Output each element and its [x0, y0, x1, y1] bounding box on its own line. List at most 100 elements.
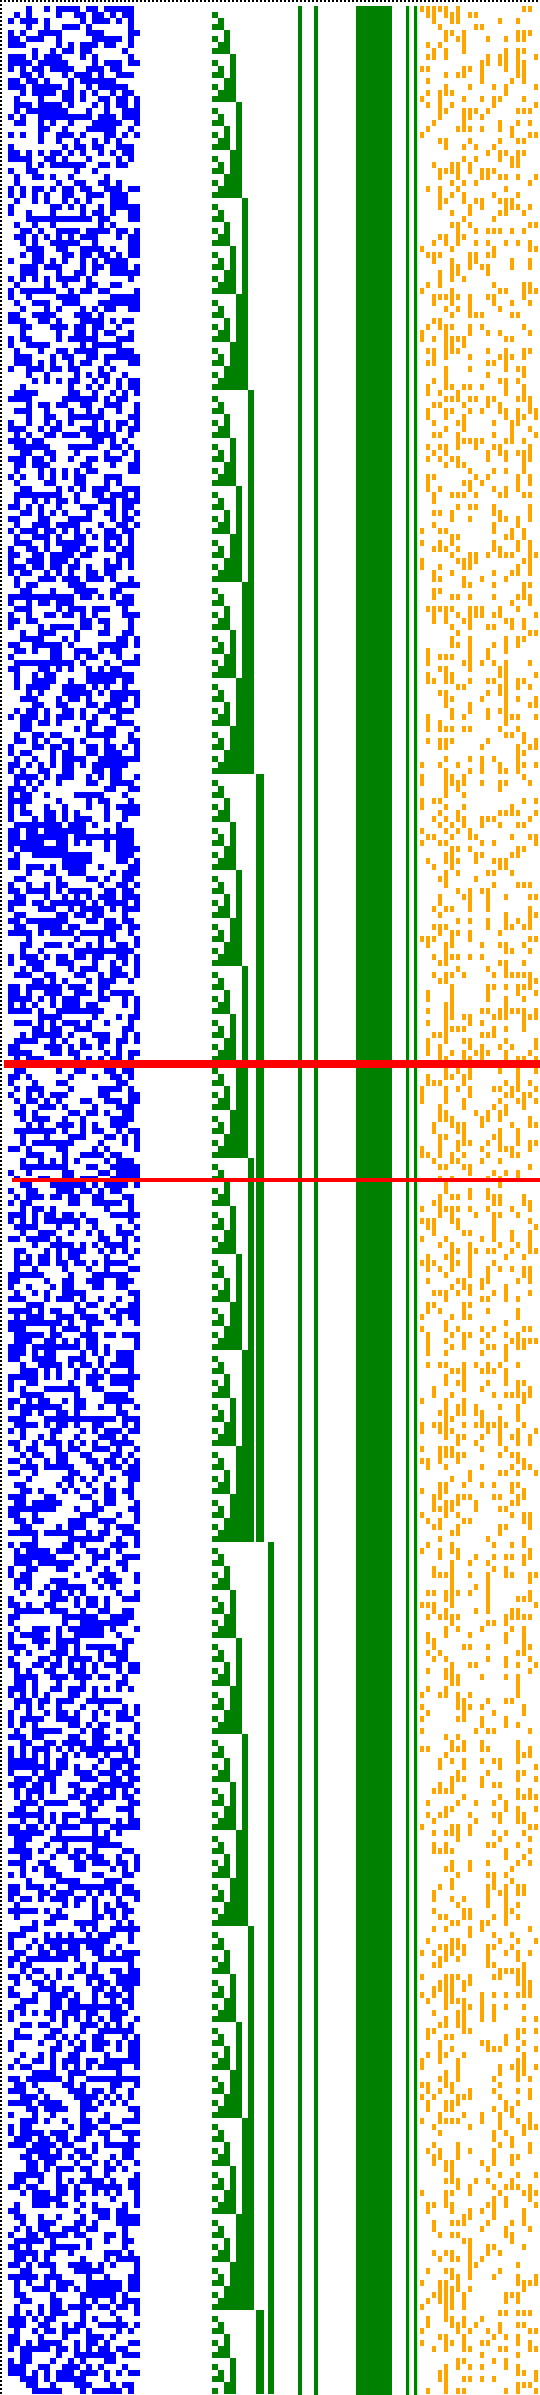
blue-bit-run: [98, 408, 104, 414]
orange-bit: [504, 1368, 508, 1374]
orange-bit: [474, 1728, 478, 1734]
orange-bit: [510, 1608, 514, 1614]
blue-bit-run: [50, 1818, 56, 1824]
orange-bit: [492, 420, 496, 426]
blue-bit-run: [128, 540, 134, 546]
orange-bit: [534, 1086, 538, 1092]
orange-bit: [432, 1950, 436, 1956]
blue-bit-run: [98, 2118, 110, 2124]
orange-bit: [486, 1188, 490, 1194]
orange-bit: [522, 1200, 526, 1206]
counter-bit-run: [218, 1866, 224, 1878]
orange-bit: [504, 1104, 508, 1110]
blue-bit-run: [104, 402, 122, 408]
counter-bit-run: [212, 792, 218, 798]
orange-bit: [432, 864, 436, 870]
blue-bit-run: [56, 2370, 74, 2376]
blue-bit-run: [86, 732, 116, 738]
blue-bit-run: [8, 150, 20, 156]
orange-bit: [498, 1044, 502, 1050]
orange-bit: [510, 2106, 514, 2112]
blue-bit-run: [116, 1308, 140, 1314]
blue-bit-run: [62, 396, 98, 402]
orange-bit: [510, 2112, 514, 2118]
orange-bit: [438, 2280, 442, 2286]
blue-bit-run: [122, 114, 140, 120]
orange-bit: [438, 1758, 442, 1764]
orange-bit: [444, 1788, 448, 1794]
orange-bit: [486, 624, 490, 630]
blue-bit-run: [8, 882, 14, 888]
blue-bit-run: [20, 1164, 68, 1170]
blue-bit-run: [62, 300, 80, 306]
blue-bit-run: [74, 1992, 80, 1998]
orange-bit: [492, 1224, 496, 1230]
orange-bit: [420, 288, 424, 294]
blue-bit-run: [38, 2214, 44, 2220]
orange-bit: [510, 1542, 514, 1548]
orange-bit: [444, 324, 448, 330]
blue-bit-run: [98, 2028, 134, 2034]
counter-bit-run: [218, 282, 224, 294]
blue-bit-run: [104, 804, 110, 810]
blue-bit-run: [50, 174, 56, 180]
blue-bit-run: [56, 1716, 80, 1722]
orange-bit: [516, 2322, 520, 2328]
blue-bit-run: [92, 1824, 98, 1830]
orange-bit: [432, 1890, 436, 1896]
blue-bit-run: [98, 252, 110, 258]
orange-bit: [510, 1122, 514, 1128]
blue-bit-run: [20, 1800, 38, 1806]
orange-bit: [510, 1572, 514, 1578]
blue-bit-run: [32, 84, 62, 90]
orange-bit: [426, 390, 430, 396]
orange-bit: [474, 552, 478, 558]
blue-bit-run: [56, 228, 80, 234]
blue-bit-run: [92, 2040, 110, 2046]
blue-bit-run: [32, 2070, 56, 2076]
orange-bit: [432, 420, 436, 426]
orange-bit: [492, 2130, 496, 2136]
blue-bit-run: [38, 996, 44, 1002]
orange-bit: [450, 2232, 454, 2238]
blue-bit-run: [68, 2070, 86, 2076]
blue-bit-run: [116, 2370, 122, 2376]
blue-bit-run: [8, 900, 26, 906]
blue-bit-run: [74, 1422, 80, 1428]
orange-bit: [444, 696, 448, 702]
blue-bit-run: [56, 1446, 62, 1452]
blue-bit-run: [122, 906, 140, 912]
orange-bit: [462, 1950, 466, 1956]
blue-bit-run: [26, 690, 32, 696]
blue-bit-run: [116, 2070, 122, 2076]
blue-bit-run: [20, 1140, 26, 1146]
orange-bit: [438, 1524, 442, 1530]
blue-bit-run: [50, 426, 62, 432]
orange-bit: [438, 42, 442, 48]
orange-bit: [474, 1404, 478, 1410]
counter-bit-run: [218, 1626, 224, 1638]
orange-bit: [462, 1308, 466, 1314]
blue-bit-run: [56, 1548, 74, 1554]
blue-bit-run: [26, 2106, 38, 2112]
blue-bit-run: [32, 1680, 38, 1686]
orange-bit: [516, 1068, 520, 1074]
orange-bit: [498, 930, 502, 936]
orange-bit: [456, 1128, 460, 1134]
orange-bit: [444, 2268, 448, 2274]
blue-bit-run: [26, 504, 32, 510]
orange-bit: [468, 1014, 472, 1020]
orange-bit: [438, 510, 442, 516]
orange-bit: [492, 678, 496, 684]
blue-bit-run: [26, 168, 38, 174]
blue-bit-run: [50, 1662, 62, 1668]
blue-bit-run: [128, 1476, 140, 1482]
blue-bit-run: [110, 1452, 122, 1458]
orange-bit: [504, 1620, 508, 1626]
blue-bit-run: [86, 1530, 92, 1536]
orange-bit: [462, 726, 466, 732]
blue-bit-run: [122, 960, 128, 966]
blue-bit-run: [44, 1668, 56, 1674]
blue-bit-run: [134, 408, 140, 414]
blue-bit-run: [80, 2100, 92, 2106]
